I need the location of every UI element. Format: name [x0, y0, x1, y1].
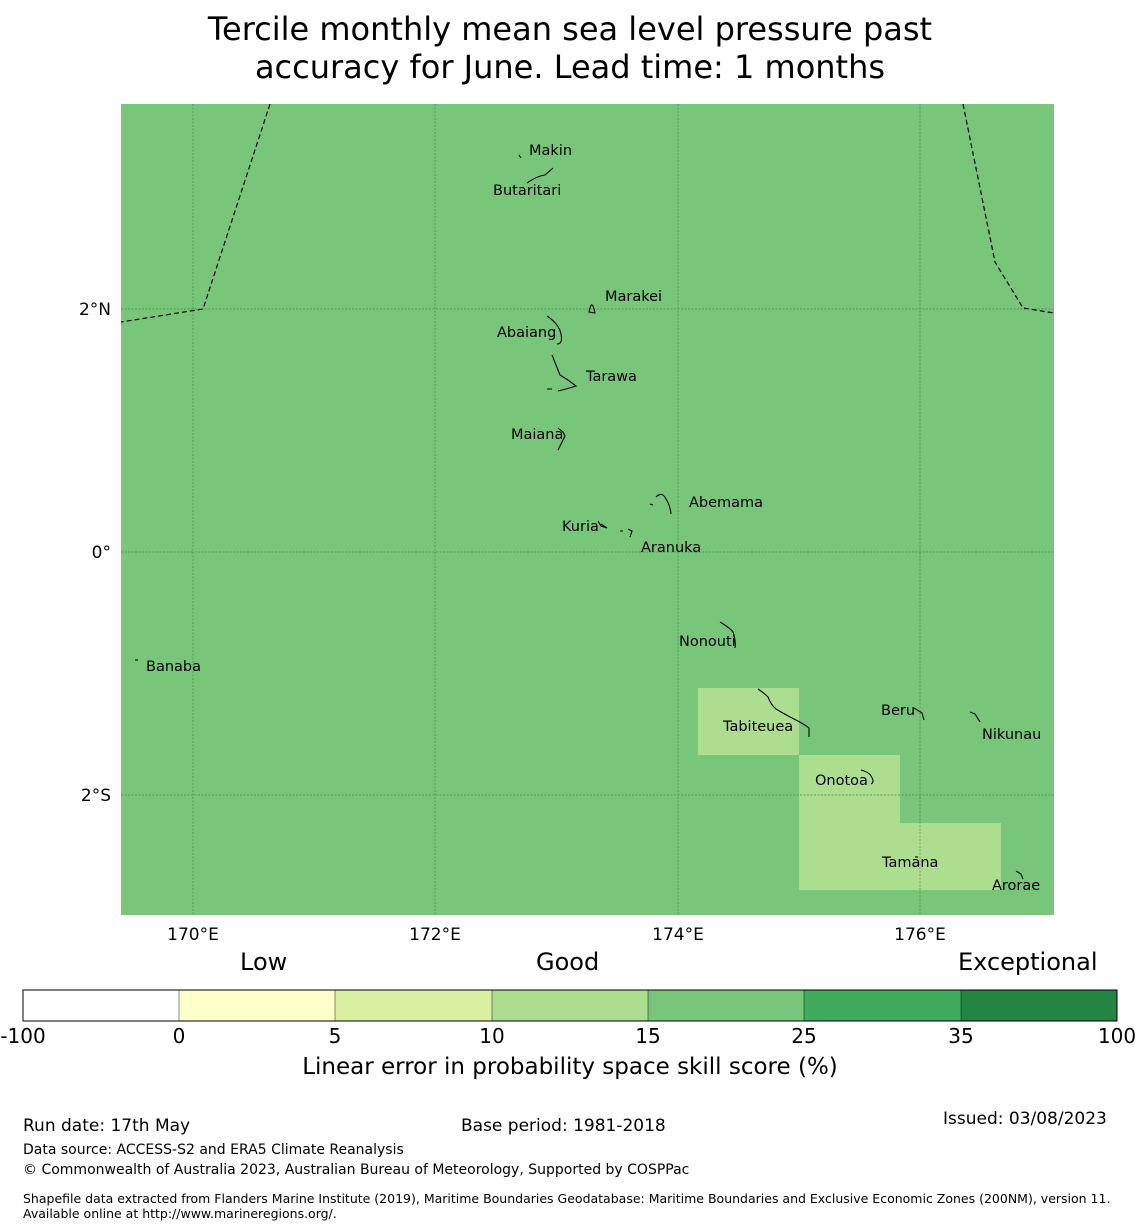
title-line-2: accuracy for June. Lead time: 1 months [254, 48, 886, 86]
lat-tick-label: 2°N [79, 300, 111, 320]
colorbar-bin [648, 990, 804, 1021]
colorbar-bin [961, 990, 1117, 1021]
island-shape-marakei [588, 304, 596, 314]
map-background [121, 104, 1054, 915]
island-shape-aranuka [620, 528, 633, 538]
island-label: Nikunau [982, 727, 1041, 743]
title-line-1: Tercile monthly mean sea level pressure … [207, 10, 933, 48]
colorbar-bin [804, 990, 961, 1021]
island-shape-butaritari [526, 167, 554, 184]
colorbar-tick-label: 25 [791, 1024, 817, 1048]
island-label: Abemama [689, 495, 763, 511]
colorbar-bin [179, 990, 335, 1021]
colorbar-tick-label: 5 [328, 1024, 342, 1048]
island-label: Aranuka [641, 540, 701, 556]
island-shape-nonouti [719, 621, 736, 649]
island-shape-maiana [557, 427, 566, 451]
shapefile-credit: Shapefile data extracted from Flanders M… [23, 1191, 1111, 1221]
base-period: Base period: 1981-2018 [461, 1116, 666, 1136]
colorbar-label: Linear error in probability space skill … [302, 1054, 838, 1080]
colorbar-tick-label: 100 [1097, 1024, 1137, 1048]
lat-tick-label: 2°S [81, 786, 111, 806]
colorbar-bin [335, 990, 492, 1021]
colorbar-tick-label: 0 [172, 1024, 186, 1048]
lon-tick-label: 172°E [409, 925, 461, 945]
island-label: Maiana [511, 427, 563, 443]
eez-boundaries [120, 103, 1055, 323]
island-shape-beru [913, 707, 925, 721]
island-shape-kuria [597, 520, 608, 529]
island-label: Makin [529, 143, 572, 159]
island-label: Tarawa [585, 369, 637, 385]
colorbar [22, 989, 1118, 1022]
island-label: Butaritari [493, 183, 561, 199]
colorbar-tick-label: -100 [0, 1024, 46, 1048]
low-skill-cells [698, 688, 1001, 890]
island-label: Kuria [562, 519, 599, 535]
colorbar-category-low: Low [240, 948, 288, 976]
island-outlines [135, 154, 1024, 880]
skill-cell [698, 688, 799, 755]
island-label: Beru [881, 703, 915, 719]
island-shape-tarawa [547, 354, 578, 392]
island-label: Nonouti [679, 634, 736, 650]
island-shape-tabiteuea [757, 688, 810, 737]
lat-tick-label: 0° [92, 543, 111, 563]
run-date: Run date: 17th May [23, 1116, 191, 1136]
island-label: Banaba [146, 659, 201, 675]
gridlines [121, 104, 1054, 915]
axis-tick-labels: 170°E 172°E 174°E 176°E 2°N 0° 2°S [79, 300, 946, 945]
island-shape-onotoa [860, 769, 874, 785]
chart-title: Tercile monthly mean sea level pressure … [0, 10, 1140, 86]
colorbar-tick-label: 15 [635, 1024, 661, 1048]
island-label: Marakei [605, 289, 662, 305]
island-shape-nikunau [969, 711, 981, 723]
skill-cell [799, 823, 1001, 890]
colorbar-bin [492, 990, 648, 1021]
island-label: Arorae [992, 878, 1040, 894]
colorbar-tick-label: 35 [948, 1024, 974, 1048]
island-shape-makin [518, 154, 522, 159]
colorbar-category-good: Good [536, 948, 600, 976]
island-labels: Makin Butaritari Marakei Abaiang Tarawa … [146, 143, 1041, 894]
data-source: Data source: ACCESS-S2 and ERA5 Climate … [23, 1142, 404, 1158]
copyright: © Commonwealth of Australia 2023, Austra… [23, 1162, 690, 1178]
issued-date: Issued: 03/08/2023 [943, 1109, 1107, 1129]
lon-tick-label: 170°E [167, 925, 219, 945]
eez-boundary-east [962, 103, 1055, 314]
island-shape-abaiang [546, 315, 563, 345]
skill-cell [799, 755, 900, 823]
colorbar-bin [23, 990, 179, 1021]
colorbar-tick-label: 10 [479, 1024, 505, 1048]
lon-tick-label: 174°E [652, 925, 704, 945]
colorbar-frame [22, 989, 1118, 1022]
island-label: Abaiang [497, 325, 556, 341]
island-shape-abemama [649, 493, 672, 515]
lon-tick-label: 176°E [894, 925, 946, 945]
island-label: Onotoa [815, 773, 868, 789]
island-shape-arorae [1015, 870, 1024, 880]
island-label: Tabiteuea [722, 719, 793, 735]
colorbar-category-exceptional: Exceptional [958, 948, 1098, 976]
island-label: Tamana [881, 855, 938, 871]
